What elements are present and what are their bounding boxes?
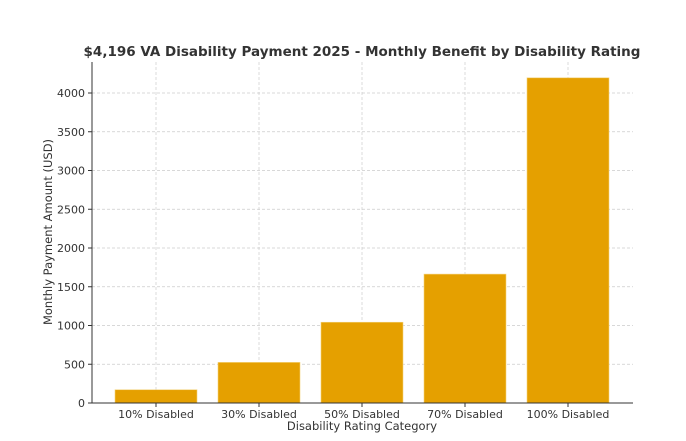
bars (114, 77, 610, 404)
x-tick-label: 30% Disabled (221, 408, 297, 421)
bar-70-disabled (423, 273, 507, 404)
x-tick-label: 50% Disabled (324, 408, 400, 421)
bar-50-disabled (320, 321, 404, 404)
y-axis-label: Monthly Payment Amount (USD) (41, 139, 55, 325)
y-ticks: 0 500 1000 1500 2000 2500 3000 3500 4000 (57, 87, 92, 410)
y-tick-label: 1000 (57, 320, 85, 333)
y-tick-label: 3500 (57, 126, 85, 139)
y-tick-label: 1500 (57, 281, 85, 294)
y-tick-label: 500 (64, 358, 85, 371)
chart-title: $4,196 VA Disability Payment 2025 - Mont… (84, 44, 641, 60)
y-tick-label: 2000 (57, 242, 85, 255)
y-tick-label: 3000 (57, 165, 85, 178)
y-tick-label: 2500 (57, 203, 85, 216)
x-tick-label: 10% Disabled (118, 408, 194, 421)
bar-30-disabled (217, 362, 301, 404)
x-axis-label: Disability Rating Category (287, 419, 437, 433)
x-ticks: 10% Disabled 30% Disabled 50% Disabled 70% … (118, 403, 609, 421)
bar-100-disabled (526, 77, 610, 404)
x-tick-label: 70% Disabled (427, 408, 503, 421)
y-tick-label: 0 (78, 397, 85, 410)
x-tick-label: 100% Disabled (527, 408, 610, 421)
y-tick-label: 4000 (57, 87, 85, 100)
bar-10-disabled (114, 389, 198, 404)
